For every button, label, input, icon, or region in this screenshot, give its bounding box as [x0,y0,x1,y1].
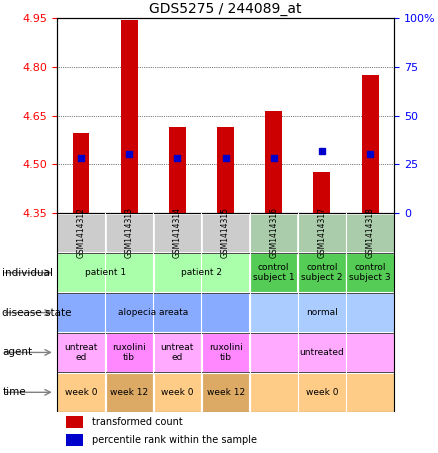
Bar [314,172,330,213]
Text: percentile rank within the sample: percentile rank within the sample [92,435,257,445]
Bar [57,293,249,332]
Text: GSM1414312: GSM1414312 [77,207,85,258]
Bar [362,75,378,213]
Text: week 0: week 0 [161,388,194,397]
Text: transformed count: transformed count [92,417,183,427]
Text: week 12: week 12 [206,388,245,397]
Text: patient 2: patient 2 [181,268,222,277]
Bar [202,373,249,412]
Bar [169,127,186,213]
Bar [346,214,394,252]
Bar [298,253,346,292]
Bar [154,333,201,372]
Text: normal: normal [306,308,338,317]
Text: time: time [2,387,26,397]
Bar [250,373,394,412]
Text: control
subject 3: control subject 3 [349,263,391,282]
Bar [217,127,234,213]
Text: GSM1414314: GSM1414314 [173,207,182,258]
Bar [57,214,105,252]
Bar [106,333,153,372]
Text: week 12: week 12 [110,388,148,397]
Bar [106,214,153,252]
Text: untreated: untreated [300,348,344,357]
Text: individual: individual [2,268,53,278]
Bar [250,333,394,372]
Bar [154,373,201,412]
Bar [57,333,105,372]
Text: week 0: week 0 [306,388,338,397]
Text: GSM1414313: GSM1414313 [125,207,134,258]
Text: patient 1: patient 1 [85,268,126,277]
Bar [66,434,83,446]
Text: ruxolini
tib: ruxolini tib [112,343,146,362]
Text: GSM1414318: GSM1414318 [366,207,374,258]
Bar [106,373,153,412]
Bar [57,373,105,412]
Bar [154,253,249,292]
Text: disease state: disease state [2,308,72,318]
Bar [298,214,346,252]
Bar [250,214,297,252]
Bar [57,253,153,292]
Text: GSM1414317: GSM1414317 [318,207,326,258]
Bar [57,213,394,412]
Bar [121,20,138,213]
Text: untreat
ed: untreat ed [64,343,98,362]
Bar [346,253,394,292]
Text: control
subject 2: control subject 2 [301,263,343,282]
Text: GSM1414316: GSM1414316 [269,207,278,258]
Text: untreat
ed: untreat ed [161,343,194,362]
Bar [202,214,249,252]
Bar [250,293,394,332]
Bar [265,111,282,213]
Title: GDS5275 / 244089_at: GDS5275 / 244089_at [149,2,302,16]
Text: week 0: week 0 [65,388,97,397]
Text: control
subject 1: control subject 1 [253,263,295,282]
Text: GSM1414315: GSM1414315 [221,207,230,258]
Bar [250,253,297,292]
Bar [66,416,83,428]
Text: alopecia areata: alopecia areata [118,308,188,317]
Bar [154,214,201,252]
Bar [73,133,89,213]
Bar [202,333,249,372]
Text: ruxolini
tib: ruxolini tib [208,343,243,362]
Text: agent: agent [2,347,32,357]
